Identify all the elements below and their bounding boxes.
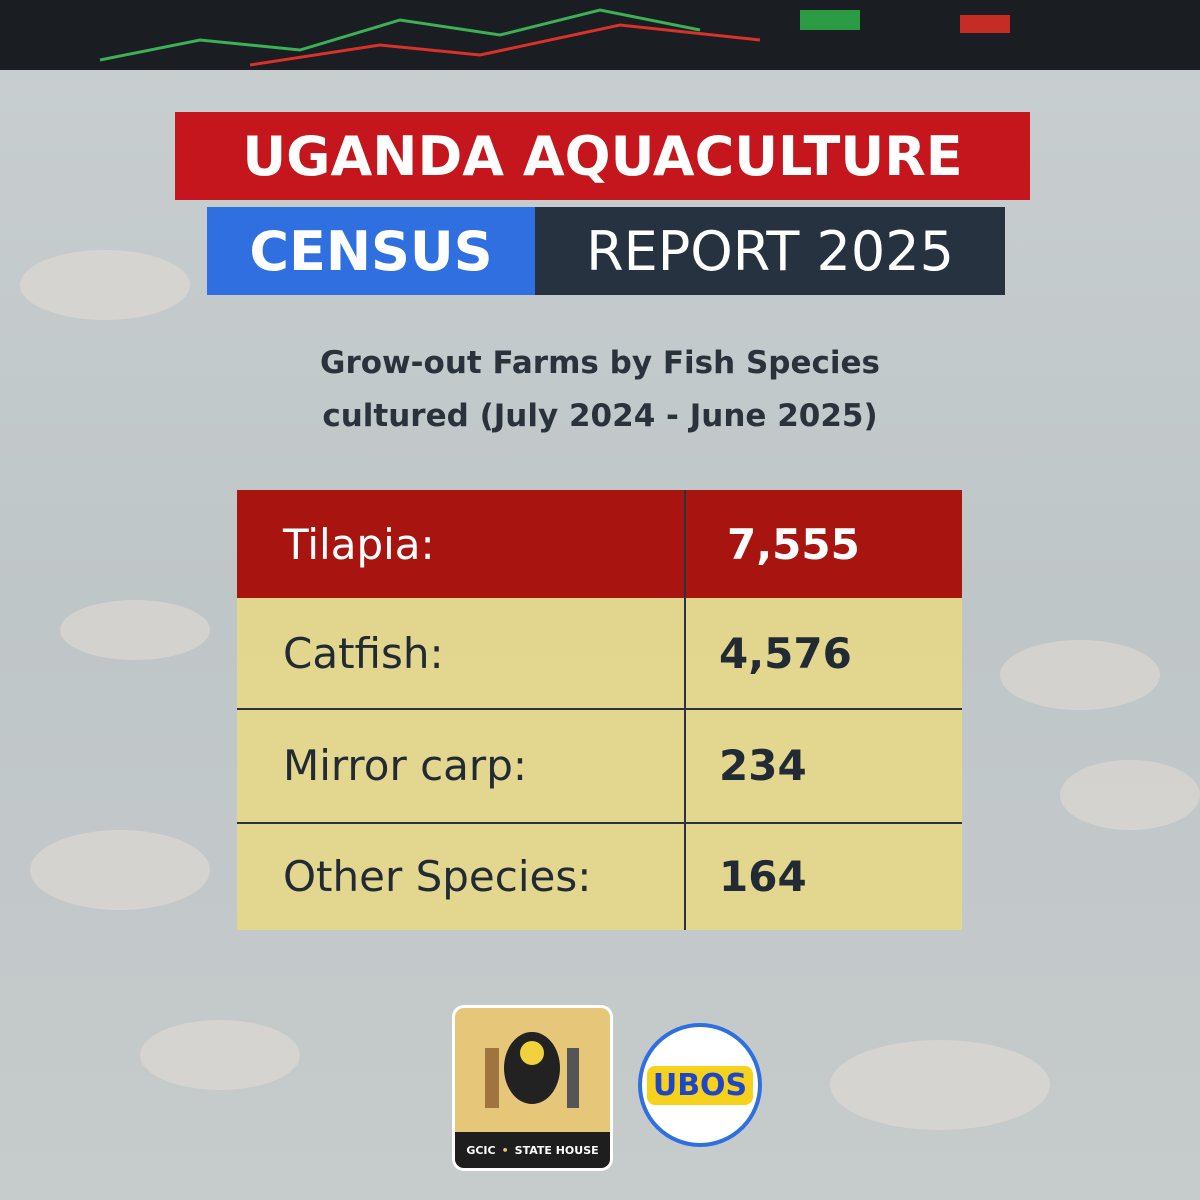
table-row [237, 822, 962, 930]
subtitle: cultured (July 2024 - June 2025) [322, 398, 878, 434]
title-highlight: CENSUS [207, 207, 535, 295]
bg-fish [1000, 640, 1160, 710]
bg-fish [60, 600, 210, 660]
bg-fish [830, 1040, 1050, 1130]
ubos-logo: UBOS [638, 1023, 762, 1147]
table-row [237, 598, 962, 708]
title-line1: UGANDA AQUACULTURE [175, 112, 1030, 200]
gcic-logo: GCIC • STATE HOUSE [452, 1005, 613, 1171]
coat-of-arms [485, 1032, 579, 1108]
farm-count: 164 [719, 851, 807, 901]
logo-text: GCIC [466, 1143, 496, 1157]
bg-fish [140, 1020, 300, 1090]
species-label: Catfish: [283, 628, 444, 678]
species-label: Tilapia: [283, 519, 435, 569]
farm-count: 7,555 [727, 519, 860, 569]
subtitle: Grow-out Farms by Fish Species [320, 345, 880, 381]
logo-text: STATE HOUSE [514, 1143, 599, 1157]
logo-text: UBOS [646, 1065, 754, 1105]
species-label: Other Species: [283, 851, 592, 901]
farm-count: 234 [719, 740, 807, 790]
table-row [237, 708, 962, 822]
bg-fish [20, 250, 190, 320]
top-banner [0, 0, 1200, 70]
bg-fish [30, 830, 210, 910]
species-label: Mirror carp: [283, 740, 528, 790]
table-row [237, 490, 962, 598]
table: Tilapia: 7,555 Catfish: 4,576 Mirror carp: 23… [237, 490, 962, 930]
title-rest: REPORT 2025 [535, 207, 1005, 295]
farm-count: 4,576 [719, 628, 852, 678]
column-divider [684, 490, 686, 930]
bg-fish [1060, 760, 1200, 830]
